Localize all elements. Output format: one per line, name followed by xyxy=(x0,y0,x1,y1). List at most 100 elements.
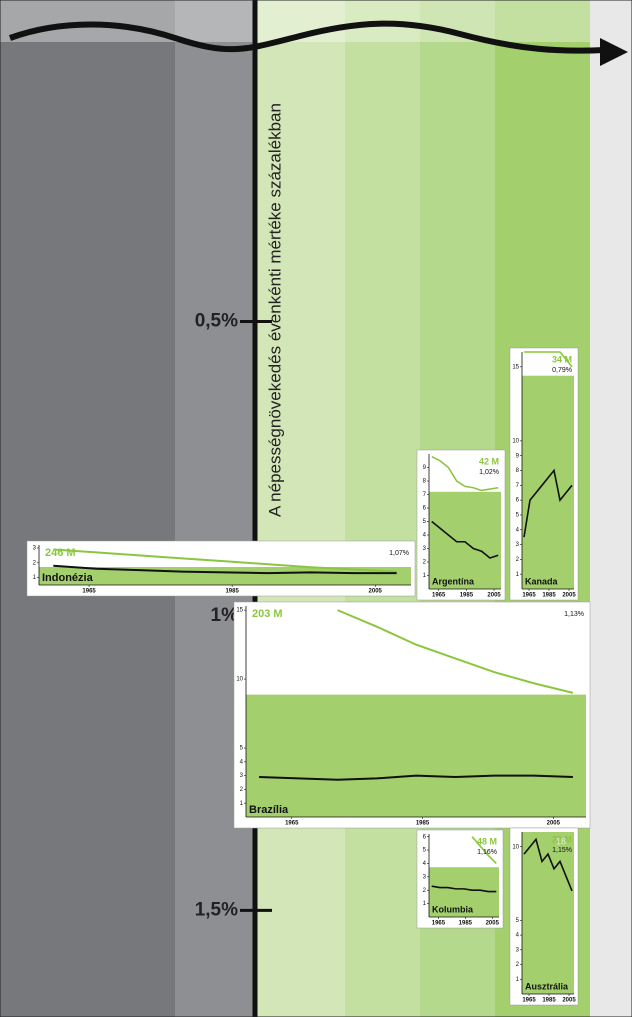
data-line xyxy=(524,351,573,368)
country-name: Ausztrália xyxy=(525,981,569,991)
y-tick-label: 1 xyxy=(516,572,520,578)
y-tick-label: 2 xyxy=(33,560,37,566)
y-tick-label: 9 xyxy=(516,453,520,459)
axis-tick-label: 0,5% xyxy=(195,311,238,332)
y-tick-label: 3 xyxy=(423,874,427,880)
data-line xyxy=(523,468,573,538)
y-tick-label: 3 xyxy=(33,546,37,552)
data-line xyxy=(431,885,497,893)
mini-chart: 1 2 3 1965 1985 2005 Indonézia 246 M 1,07% xyxy=(26,540,416,597)
data-line xyxy=(471,836,497,865)
data-line xyxy=(53,548,397,573)
x-tick-label: 1965 xyxy=(522,998,536,1004)
annotation: 18 xyxy=(556,836,566,846)
y-tick-label: 4 xyxy=(423,533,427,539)
mini-chart: 1 2 3 4 5 6 1965 1985 2005 Kolumbia 48 M 1,16% xyxy=(416,829,504,929)
stripe xyxy=(590,0,632,1017)
panel-shade xyxy=(39,567,411,585)
country-name: Brazília xyxy=(249,804,289,816)
y-tick-label: 8 xyxy=(516,468,520,474)
axis-title: A népességnövekedés évenkénti mértéke sz… xyxy=(265,103,284,517)
panel-shade xyxy=(522,375,574,589)
y-tick-label: 1 xyxy=(33,575,37,581)
rate-label: 1,16% xyxy=(477,849,497,856)
y-tick-label: 8 xyxy=(423,479,427,485)
y-tick-label: 15 xyxy=(236,608,243,614)
x-tick-label: 1985 xyxy=(459,921,473,927)
y-tick-label: 3 xyxy=(423,546,427,552)
y-tick-label: 4 xyxy=(240,759,244,765)
x-tick-label: 1985 xyxy=(542,998,556,1004)
population-label: 22 M xyxy=(552,834,572,844)
rate-label: 1,13% xyxy=(564,611,584,618)
y-tick-label: 10 xyxy=(512,438,519,444)
population-label: 246 M xyxy=(45,547,76,559)
y-tick-label: 2 xyxy=(423,560,427,566)
data-line xyxy=(259,774,573,781)
x-tick-label: 2005 xyxy=(369,589,383,595)
panel-shade xyxy=(429,491,501,589)
population-label: 34 M xyxy=(552,354,572,364)
x-tick-label: 1985 xyxy=(416,821,430,827)
y-tick-label: 5 xyxy=(240,746,244,752)
mini-chart: 1 2 3 4 5 10 1965 1985 2005 Ausztrália 22 M 1,15%18 xyxy=(509,827,579,1006)
x-tick-label: 2005 xyxy=(562,998,576,1004)
y-tick-label: 1 xyxy=(423,901,427,907)
x-tick-label: 1965 xyxy=(432,921,446,927)
rate-label: 0,79% xyxy=(552,367,572,374)
mini-chart: 1 2 3 4 5 10 15 1965 1985 2005 Brazília 203 M 1,13% xyxy=(233,601,591,829)
rate-label: 1,02% xyxy=(479,469,499,476)
arrow-head xyxy=(600,38,628,66)
y-tick-label: 10 xyxy=(512,844,519,850)
y-tick-label: 1 xyxy=(516,977,520,983)
population-label: 48 M xyxy=(477,836,497,846)
y-tick-label: 5 xyxy=(423,519,427,525)
x-tick-label: 1965 xyxy=(522,593,536,599)
y-tick-label: 5 xyxy=(516,918,520,924)
data-line xyxy=(337,609,574,694)
y-tick-label: 6 xyxy=(423,506,427,512)
y-tick-label: 2 xyxy=(240,787,244,793)
axis-tick-label: 1,5% xyxy=(195,899,238,920)
country-name: Kolumbia xyxy=(432,904,474,914)
data-line xyxy=(53,564,397,575)
population-label: 203 M xyxy=(252,608,283,620)
x-tick-label: 2005 xyxy=(562,593,576,599)
rate-label: 1,15% xyxy=(552,847,572,854)
country-name: Indonézia xyxy=(42,572,94,584)
x-tick-label: 2005 xyxy=(486,921,500,927)
y-tick-label: 7 xyxy=(516,483,520,489)
x-tick-label: 2005 xyxy=(547,821,561,827)
y-tick-label: 4 xyxy=(423,861,427,867)
mini-chart: 1 2 3 4 5 6 7 8 9 1965 1985 2005 Argentína 42 M 1,02% xyxy=(416,449,506,601)
data-line xyxy=(431,455,499,492)
x-tick-label: 1965 xyxy=(432,593,446,599)
y-tick-label: 2 xyxy=(516,962,520,968)
y-tick-label: 2 xyxy=(516,557,520,563)
country-name: Kanada xyxy=(525,576,559,586)
x-tick-label: 1985 xyxy=(225,589,239,595)
y-tick-label: 15 xyxy=(512,364,519,370)
data-line xyxy=(523,837,573,892)
y-tick-label: 6 xyxy=(423,834,427,840)
stripe xyxy=(0,0,175,1017)
y-tick-label: 1 xyxy=(240,801,244,807)
panel-shade xyxy=(246,694,586,817)
y-tick-label: 4 xyxy=(516,527,520,533)
population-label: 42 M xyxy=(479,456,499,466)
stripe xyxy=(345,0,420,1017)
y-tick-label: 1 xyxy=(423,573,427,579)
x-tick-label: 1985 xyxy=(460,593,474,599)
y-tick-label: 3 xyxy=(240,773,244,779)
y-tick-label: 5 xyxy=(423,848,427,854)
y-tick-label: 9 xyxy=(423,465,427,471)
x-tick-label: 1965 xyxy=(285,821,299,827)
mini-chart: 1 2 3 4 5 6 7 8 9 10 15 1965 1985 2005 Kanada 34 M 0,79% xyxy=(509,347,579,601)
panel-shade xyxy=(522,832,574,994)
y-tick-label: 4 xyxy=(516,933,520,939)
country-name: Argentína xyxy=(432,576,475,586)
stripe xyxy=(175,0,255,1017)
stripe xyxy=(255,0,345,1017)
y-tick-label: 6 xyxy=(516,498,520,504)
